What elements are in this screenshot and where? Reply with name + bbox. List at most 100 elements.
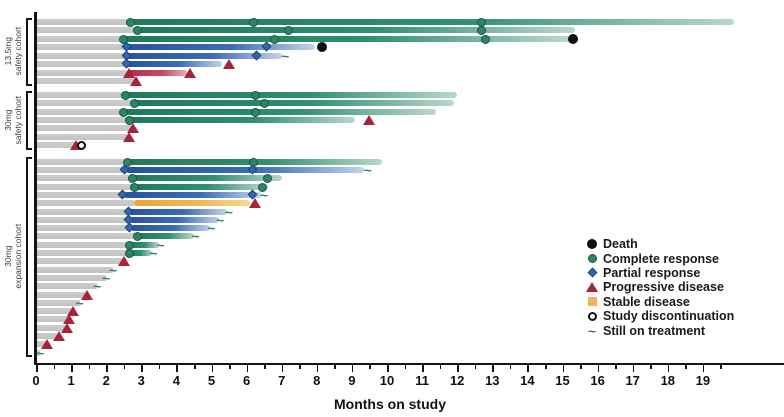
y-axis-line xyxy=(34,12,37,364)
death-icon-glyph xyxy=(587,239,597,250)
x-axis-tick xyxy=(562,365,565,372)
legend-item-sd: Stable disease xyxy=(584,295,734,309)
x-axis-tick xyxy=(123,365,126,369)
progressive-disease-marker xyxy=(52,331,65,341)
x-axis-tick-label: 1 xyxy=(67,373,75,388)
x-axis-tick xyxy=(667,365,670,372)
bar-segment-pre xyxy=(36,44,126,50)
sd-icon xyxy=(584,297,600,307)
x-axis-tick xyxy=(334,365,336,369)
legend-item-pd: Progressive disease xyxy=(584,280,734,294)
cr-marker xyxy=(119,107,129,117)
arrow-marker: ~ xyxy=(363,162,372,178)
x-axis-tick-label: 6 xyxy=(242,373,251,388)
death-icon xyxy=(584,239,600,250)
cr-marker xyxy=(284,25,294,35)
cr-icon xyxy=(584,254,600,264)
sd-icon-glyph xyxy=(587,297,597,307)
bar-segment-pd xyxy=(127,70,187,76)
cr-marker xyxy=(250,107,260,117)
progressive-disease-marker xyxy=(363,115,376,125)
legend-label: Death xyxy=(603,237,638,252)
bar-segment-pre xyxy=(36,142,75,148)
x-axis-tick-label: 15 xyxy=(555,373,570,388)
x-axis-tick xyxy=(351,365,354,372)
x-axis-tick xyxy=(281,365,284,372)
bar-segment-cr xyxy=(129,19,735,25)
bar-segment-pre xyxy=(36,275,107,281)
bar-segment-pre xyxy=(36,78,135,84)
bar-segment-pre xyxy=(36,233,137,239)
cr-marker xyxy=(270,34,280,44)
x-axis-tick-label: 4 xyxy=(172,373,180,388)
bar-segment-pre xyxy=(36,267,114,273)
x-axis-tick xyxy=(720,365,723,369)
x-axis-tick-label: 14 xyxy=(520,373,535,388)
bar-segment-pre xyxy=(36,242,128,248)
x-axis-tick xyxy=(176,365,178,372)
x-axis-tick xyxy=(53,365,56,369)
bar-segment-pre xyxy=(36,61,126,67)
x-axis-tick-label: 8 xyxy=(313,373,321,388)
cohort-30mg-safety-bracket xyxy=(26,91,32,150)
x-axis-title: Months on study xyxy=(334,396,446,412)
bar-segment-pr xyxy=(125,44,316,50)
cr-marker xyxy=(249,17,259,27)
bar-segment-pre xyxy=(36,27,135,33)
arrow-marker: ~ xyxy=(101,270,111,286)
cr-marker xyxy=(250,90,260,100)
bar-segment-pre xyxy=(36,209,129,215)
legend-label: Stable disease xyxy=(603,294,690,309)
bar-segment-cr xyxy=(134,27,575,33)
bar-segment-pr xyxy=(125,61,223,67)
x-axis-tick xyxy=(474,365,477,369)
x-axis-tick xyxy=(457,365,459,372)
x-axis-tick xyxy=(439,365,442,369)
legend-label: Study discontinuation xyxy=(603,309,735,324)
bar-segment-pr xyxy=(129,217,219,223)
x-axis-tick xyxy=(211,365,214,372)
cr-marker xyxy=(121,90,130,100)
x-axis-tick-label: 17 xyxy=(625,373,640,388)
cr-marker xyxy=(129,182,139,192)
legend: Death Complete response Partial response Pr… xyxy=(584,237,734,338)
cr-marker xyxy=(126,17,136,27)
progressive-disease-marker xyxy=(249,198,262,208)
bar-segment-pr xyxy=(125,53,282,59)
bar-segment-pr xyxy=(125,167,365,173)
cohort-13-5mg-safety-label: 13.5mg safety cohort xyxy=(2,26,23,76)
bar-segment-pre xyxy=(36,258,122,264)
x-axis-tick xyxy=(299,365,301,369)
progressive-disease-marker xyxy=(40,339,53,349)
bar-segment-pre xyxy=(36,125,131,131)
bar-segment-cr xyxy=(121,36,570,42)
bar-segment-pre xyxy=(36,92,124,98)
legend-item-arrow: ~ Still on treatment xyxy=(584,322,734,339)
arrow-marker: ~ xyxy=(93,278,102,294)
arrow-icon-glyph: ~ xyxy=(587,322,597,339)
arrow-marker: ~ xyxy=(191,228,200,244)
x-axis-tick xyxy=(141,365,143,372)
progressive-disease-marker xyxy=(126,123,139,133)
bar-segment-pre xyxy=(36,159,126,165)
x-axis-tick xyxy=(88,365,91,369)
progressive-disease-marker xyxy=(66,306,79,316)
x-axis-tick xyxy=(106,365,108,372)
pr-icon-glyph xyxy=(587,268,597,278)
x-axis-tick xyxy=(650,365,652,369)
bar-segment-pr xyxy=(130,225,210,231)
arrow-icon: ~ xyxy=(584,322,600,339)
cr-marker xyxy=(480,34,490,44)
bar-segment-pr xyxy=(129,209,228,215)
disc-marker xyxy=(77,140,87,150)
x-axis-tick xyxy=(527,365,529,372)
legend-label: Complete response xyxy=(603,251,720,266)
bar-segment-pre xyxy=(36,117,128,123)
progressive-disease-marker xyxy=(123,132,135,142)
bar-segment-pre xyxy=(36,134,128,140)
cr-marker xyxy=(133,231,143,241)
x-axis-tick xyxy=(597,365,600,372)
arrow-marker: ~ xyxy=(108,262,118,278)
progressive-disease-marker xyxy=(130,76,143,86)
